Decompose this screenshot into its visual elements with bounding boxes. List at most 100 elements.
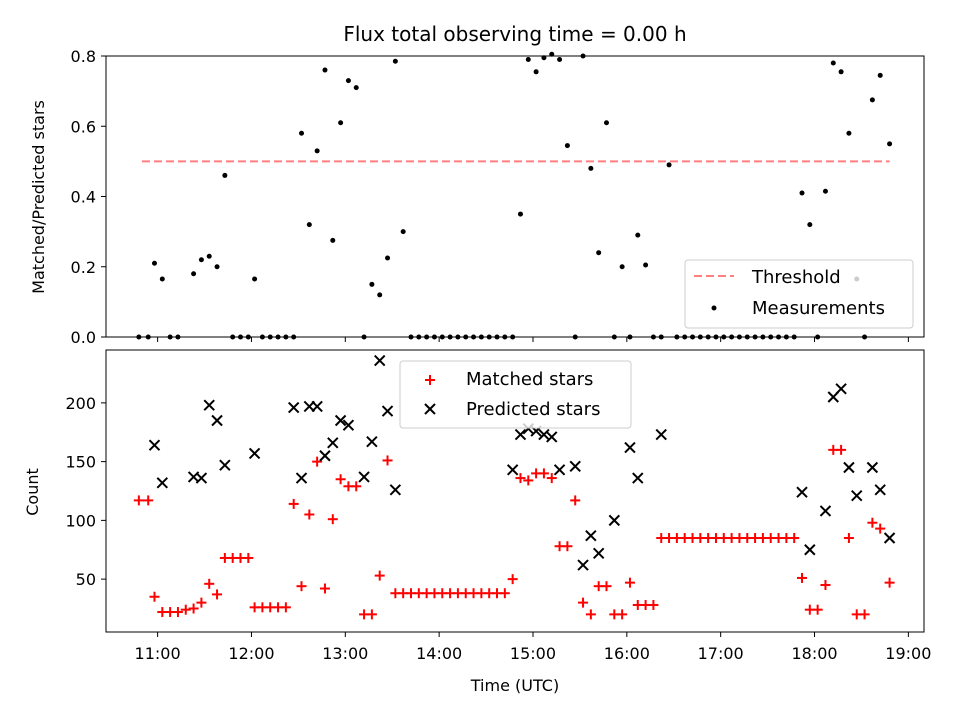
predicted-stars-point (569, 460, 581, 473)
measurement-point (322, 67, 328, 73)
count-x-ticks: 11:00 12:00 13:00 14:00 15:00 16:00 17:00 18:00… (135, 632, 931, 663)
measurement-point (400, 229, 406, 235)
matched-stars-point (319, 583, 330, 594)
measurement-point (603, 120, 609, 126)
measurement-point (838, 69, 844, 75)
count-points-layer (133, 354, 896, 620)
measurement-point (222, 172, 228, 178)
ratio-y-tick-label: 0.4 (71, 188, 96, 207)
ratio-legend: Threshold Measurements (684, 259, 914, 329)
predicted-stars-point (319, 450, 331, 462)
count-y-tick-label: 50 (76, 570, 96, 589)
x-axis-label: Time (UTC) (470, 676, 559, 695)
predicted-stars-point (295, 472, 308, 484)
matched-stars-point (836, 444, 847, 455)
x-tick-label: 19:00 (885, 644, 931, 663)
measurement-point (252, 276, 258, 282)
predicted-stars-point (655, 428, 667, 441)
measurements-legend-label: Measurements (752, 298, 885, 319)
matched-stars-point (538, 468, 549, 479)
ratio-y-ticks: 0.0 0.2 0.4 0.6 0.8 (71, 47, 106, 347)
measurement-point (345, 78, 351, 84)
matched-stars-point (546, 473, 557, 484)
predicted-stars-point (553, 464, 566, 476)
x-tick-label: 11:00 (135, 644, 181, 663)
measurement-point (353, 85, 359, 91)
matched-stars-point (351, 481, 362, 492)
predicted-stars-point (156, 477, 169, 489)
count-y-tick-label: 100 (65, 511, 96, 530)
threshold-legend-label: Threshold (751, 267, 841, 288)
matched-stars-point (212, 589, 223, 600)
matched-stars-point (243, 552, 254, 563)
predicted-stars-point (577, 559, 589, 571)
measurement-point (564, 143, 570, 149)
x-tick-label: 14:00 (416, 644, 462, 663)
ratio-y-tick-label: 0.6 (71, 117, 96, 136)
matched-stars-point (867, 517, 878, 528)
x-tick-label: 15:00 (510, 644, 556, 663)
matched-stars-point (304, 509, 315, 520)
matched-stars-point (648, 599, 659, 610)
x-tick-label: 17:00 (698, 644, 744, 663)
matched-stars-point (133, 495, 144, 506)
measurement-point (666, 162, 672, 168)
measurement-point (306, 222, 312, 228)
matched-stars-point (797, 572, 808, 583)
count-legend: Matched stars Predicted stars (399, 360, 632, 429)
predicted-stars-point (389, 484, 402, 496)
measurement-point (369, 281, 375, 287)
matched-stars-point (382, 455, 393, 466)
matched-stars-point (523, 475, 534, 486)
count-plot-frame (105, 349, 925, 633)
matched-stars-point (296, 581, 307, 592)
measurement-point (887, 141, 893, 147)
ratio-legend-box (684, 259, 914, 329)
matched-stars-point (335, 474, 346, 485)
matched-stars-point (617, 609, 628, 620)
measurement-point (533, 69, 539, 75)
measurement-point (377, 292, 383, 298)
predicted-stars-point (248, 447, 261, 460)
matched-stars-point (820, 580, 831, 590)
matched-stars-point (812, 604, 823, 615)
measurement-point (822, 188, 828, 194)
matched-stars-point (280, 602, 291, 613)
measurement-point (299, 130, 305, 136)
count-y-tick-label: 200 (65, 394, 96, 413)
measurement-point (549, 51, 555, 57)
predicted-stars-point (796, 486, 808, 498)
predicted-stars-point (358, 471, 370, 483)
matched-stars-point (188, 603, 199, 614)
count-y-ticks: 50 100 150 200 (65, 394, 106, 589)
measurement-point (330, 237, 336, 243)
matched-stars-point (499, 588, 510, 599)
measurement-point (596, 250, 602, 256)
predicted-stars-point (819, 505, 832, 517)
matched-stars-point (196, 597, 207, 608)
matched-stars-point (288, 498, 299, 509)
predicted-stars-point (835, 383, 847, 395)
matched-stars-point (875, 523, 886, 534)
matched-stars-point (149, 591, 160, 602)
measurement-point (541, 55, 547, 61)
predicted-stars-point (506, 464, 519, 476)
x-tick-label: 12:00 (228, 644, 274, 663)
measurement-point (191, 271, 197, 277)
matched-stars-point (585, 609, 596, 620)
matched-stars-point (143, 495, 154, 506)
matched-stars-point (843, 533, 854, 543)
predicted-stars-point (592, 547, 605, 559)
measurement-point (206, 253, 212, 259)
matched-stars-point (366, 609, 377, 620)
measurement-point (807, 222, 813, 228)
measurement-point (385, 255, 391, 261)
predicted-stars-point (851, 489, 863, 502)
ratio-panel: 0.00.20.40.60.8 Matched/Predicted stars … (29, 47, 925, 347)
matched-stars-point (515, 473, 526, 484)
predicted-stars-point (514, 428, 527, 441)
predicted-stars-point (195, 472, 208, 484)
predicted-stars-point (608, 514, 621, 527)
